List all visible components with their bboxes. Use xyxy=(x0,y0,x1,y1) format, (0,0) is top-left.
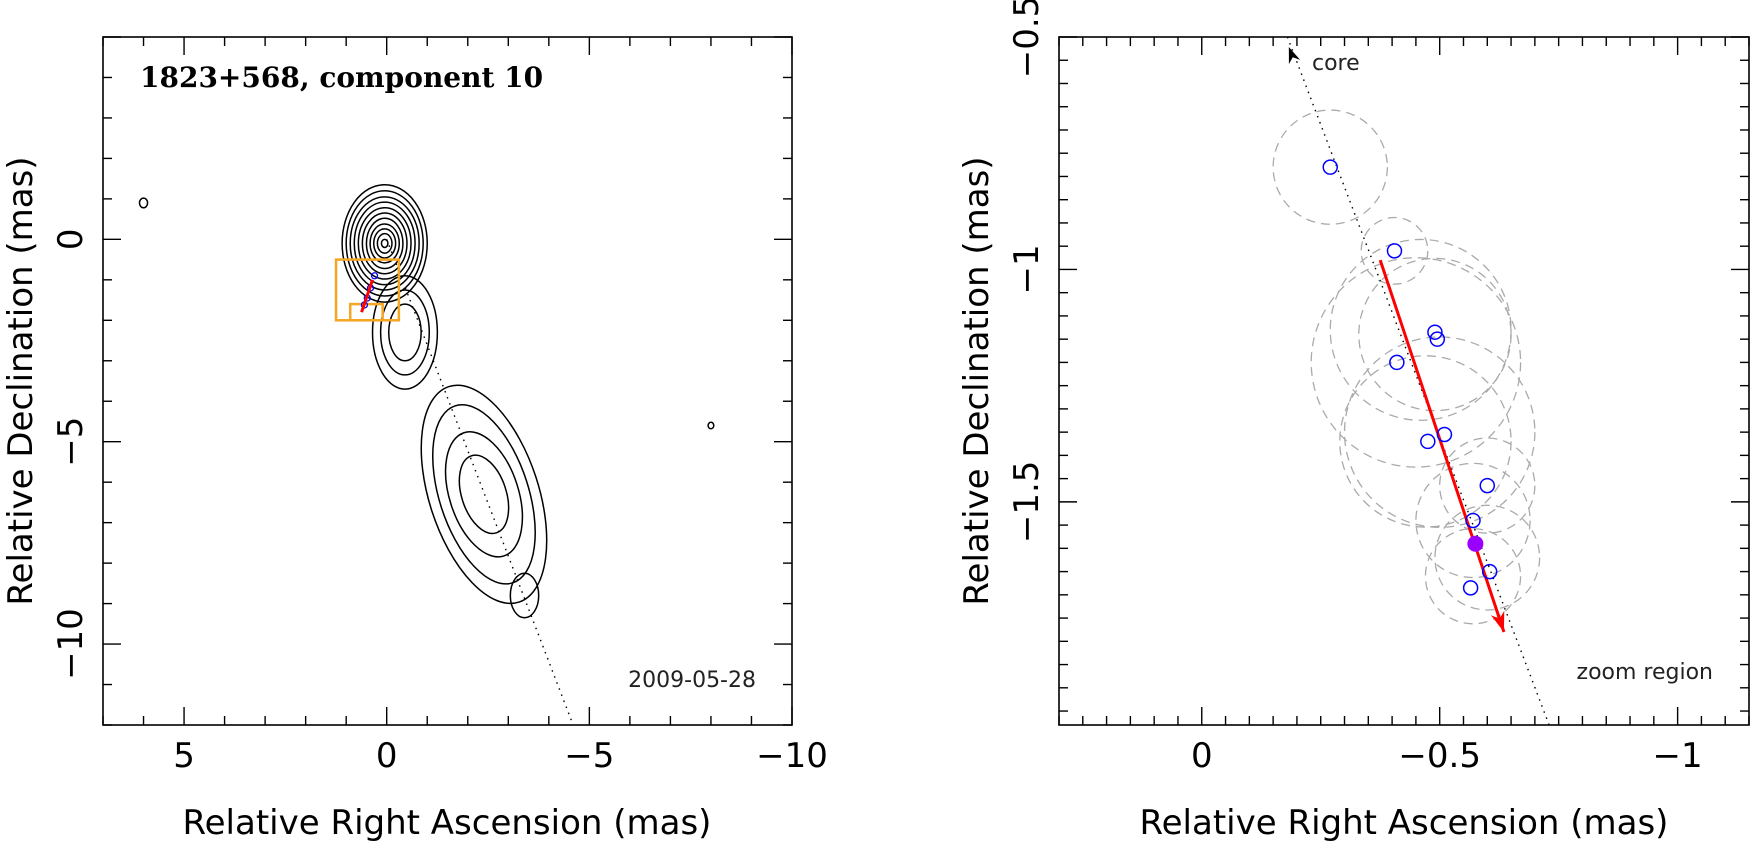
map-title: 1823+568, component 10 xyxy=(140,61,543,94)
zoom-box-1 xyxy=(348,302,384,322)
error-circle-1 xyxy=(1360,216,1429,285)
left-plot-frame xyxy=(102,36,793,726)
right-x-tick-label: 0 xyxy=(1191,736,1213,776)
component-position-9 xyxy=(1481,563,1498,580)
left-x-tick-label: −5 xyxy=(564,736,614,776)
left-point-0 xyxy=(370,272,379,280)
left-y-tick-label: −10 xyxy=(51,608,91,680)
contour-core-level-3 xyxy=(353,201,416,286)
contour-core-level-4 xyxy=(357,207,412,280)
contour-core-level-10 xyxy=(380,238,389,249)
error-circle-6 xyxy=(1343,336,1536,528)
left-x-tick-label: 5 xyxy=(173,736,195,776)
contour-outer-blob-level-0 xyxy=(509,572,540,619)
contour-core-level-6 xyxy=(365,217,404,270)
error-circle-8 xyxy=(1415,462,1531,579)
error-circle-10 xyxy=(1424,528,1522,625)
error-circle-5 xyxy=(1339,355,1512,528)
left-motion-vector xyxy=(360,279,374,313)
contour-noise-b-level-0 xyxy=(707,421,715,430)
left-y-tick-label: −5 xyxy=(51,417,91,467)
left-ticks xyxy=(102,36,793,726)
contour-core-level-0 xyxy=(341,183,428,303)
contour-core-level-7 xyxy=(369,223,401,264)
contour-tail-level-0 xyxy=(371,275,439,390)
core-annotation: core xyxy=(1312,51,1360,76)
right-x-axis-label: Relative Right Ascension (mas) xyxy=(1140,803,1669,843)
contour-core-level-9 xyxy=(376,232,393,254)
right-tick-labels: 0 −0.5 −1 −0.5 −1 −1.5 xyxy=(1007,0,1703,776)
right-y-axis-label: Relative Declination (mas) xyxy=(957,156,997,605)
component-position-0 xyxy=(1322,159,1338,175)
left-jet-axis xyxy=(386,239,574,726)
component-position-5 xyxy=(1420,433,1436,450)
error-circle-3 xyxy=(1329,238,1512,421)
zoom-panel: 0 −0.5 −1 −0.5 −1 −1.5 core zoom region Relat… xyxy=(957,0,1750,843)
motion-vector-arrow-head xyxy=(1490,610,1505,633)
component-position-2 xyxy=(1427,324,1443,340)
contour-tail-level-1 xyxy=(379,289,431,376)
contour-jet-level-1 xyxy=(431,403,536,585)
component-position-10 xyxy=(1462,580,1479,596)
right-y-tick-label: −0.5 xyxy=(1007,0,1047,78)
left-x-tick-label: −10 xyxy=(756,736,828,776)
reference-position xyxy=(1467,535,1484,552)
error-circle-0 xyxy=(1272,109,1388,225)
contour-core-level-5 xyxy=(361,212,408,275)
zoom-region-annotation: zoom region xyxy=(1577,660,1713,685)
right-x-tick-label: −1 xyxy=(1653,736,1703,776)
left-x-tick-label: 0 xyxy=(376,736,398,776)
right-y-tick-label: −1 xyxy=(1007,244,1047,294)
right-x-tick-label: −0.5 xyxy=(1398,736,1481,776)
component-position-1 xyxy=(1386,243,1403,259)
contour-panel: 5 0 −5 −10 0 −5 −10 1823+568, component 10 200… xyxy=(1,36,828,843)
component-position-8 xyxy=(1465,512,1481,529)
component-position-7 xyxy=(1479,477,1496,494)
contour-core-level-2 xyxy=(349,196,420,291)
core-arrow-head xyxy=(1288,47,1301,65)
right-ticks xyxy=(1058,36,1750,725)
left-y-tick-label: 0 xyxy=(51,229,91,251)
contour-jet-level-2 xyxy=(444,431,524,558)
right-plot-frame xyxy=(1058,36,1750,726)
contour-tail-level-2 xyxy=(387,303,422,362)
right-jet-axis xyxy=(1286,36,1550,726)
error-circle-7 xyxy=(1439,437,1536,534)
contour-jet-level-3 xyxy=(458,454,510,535)
contour-core-level-8 xyxy=(372,228,397,259)
component-position-3 xyxy=(1429,331,1446,347)
component-position-6 xyxy=(1436,426,1453,443)
contour-core-level-1 xyxy=(345,190,424,297)
left-tick-labels: 5 0 −5 −10 0 −5 −10 xyxy=(51,229,828,776)
left-x-axis-label: Relative Right Ascension (mas) xyxy=(183,803,712,843)
right-y-tick-label: −1.5 xyxy=(1007,461,1047,544)
error-circle-9 xyxy=(1434,504,1541,611)
error-circle-4 xyxy=(1310,257,1522,468)
left-y-axis-label: Relative Declination (mas) xyxy=(1,156,41,605)
contour-jet-level-0 xyxy=(420,384,548,605)
component-position-4 xyxy=(1389,354,1405,371)
contour-noise-a-level-0 xyxy=(138,197,149,209)
epoch-date: 2009-05-28 xyxy=(628,668,756,693)
